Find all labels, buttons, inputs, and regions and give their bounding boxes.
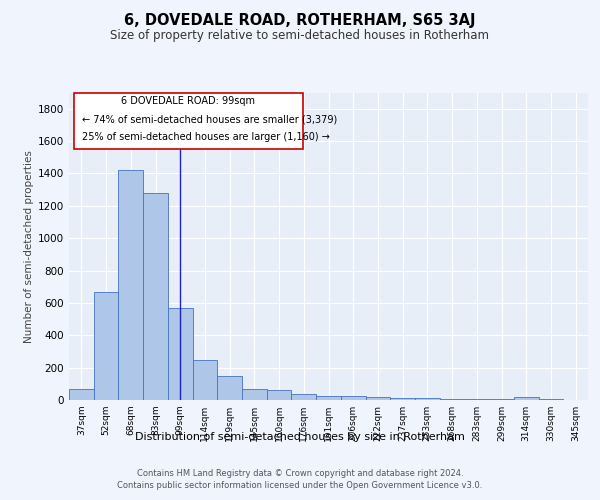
Bar (539, 399, 563, 400)
Text: 6, DOVEDALE ROAD, ROTHERHAM, S65 3AJ: 6, DOVEDALE ROAD, ROTHERHAM, S65 3AJ (124, 12, 476, 28)
Bar (464, 399, 489, 400)
Bar (316, 396, 341, 400)
Bar (69, 390, 94, 400)
Text: Distribution of semi-detached houses by size in Rotherham: Distribution of semi-detached houses by … (135, 432, 465, 442)
Text: ← 74% of semi-detached houses are smaller (3,379): ← 74% of semi-detached houses are smalle… (82, 114, 337, 124)
Bar (415, 398, 440, 400)
Bar (390, 398, 415, 400)
Bar (118, 170, 143, 400)
Text: 6 DOVEDALE ROAD: 99sqm: 6 DOVEDALE ROAD: 99sqm (121, 96, 256, 106)
FancyBboxPatch shape (74, 92, 302, 150)
Text: 25% of semi-detached houses are larger (1,160) →: 25% of semi-detached houses are larger (… (82, 132, 330, 142)
Bar (514, 397, 539, 400)
Bar (440, 398, 464, 400)
Text: Size of property relative to semi-detached houses in Rotherham: Size of property relative to semi-detach… (110, 29, 490, 42)
Bar (341, 396, 365, 400)
Bar (168, 308, 193, 400)
Bar (143, 193, 168, 400)
Bar (365, 397, 390, 400)
Bar (94, 292, 118, 400)
Bar (292, 394, 316, 400)
Text: Contains HM Land Registry data © Crown copyright and database right 2024.: Contains HM Land Registry data © Crown c… (137, 469, 463, 478)
Text: Contains public sector information licensed under the Open Government Licence v3: Contains public sector information licen… (118, 481, 482, 490)
Bar (267, 390, 292, 400)
Y-axis label: Number of semi-detached properties: Number of semi-detached properties (24, 150, 34, 342)
Bar (242, 389, 267, 400)
Bar (193, 360, 217, 400)
Bar (217, 376, 242, 400)
Bar (489, 399, 514, 400)
